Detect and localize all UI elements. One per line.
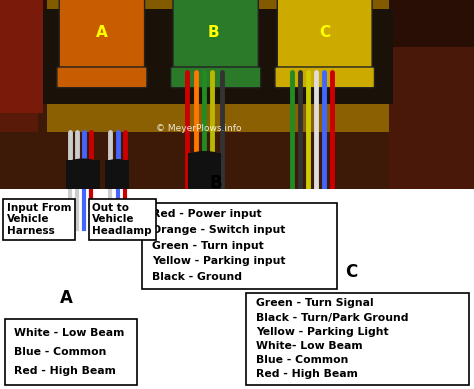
FancyBboxPatch shape bbox=[277, 0, 372, 74]
Text: Green - Turn Signal: Green - Turn Signal bbox=[256, 298, 374, 308]
Text: B: B bbox=[208, 25, 219, 40]
Text: Blue - Common: Blue - Common bbox=[256, 355, 348, 365]
Text: Input From
Vehicle
Harness: Input From Vehicle Harness bbox=[7, 203, 72, 236]
FancyBboxPatch shape bbox=[59, 0, 145, 74]
FancyBboxPatch shape bbox=[57, 67, 147, 88]
Bar bbox=[188, 153, 221, 189]
Text: Red - High Beam: Red - High Beam bbox=[256, 370, 358, 379]
Bar bbox=[0, 0, 38, 132]
Text: Yellow - Parking Light: Yellow - Parking Light bbox=[256, 327, 389, 337]
Text: Yellow - Parking input: Yellow - Parking input bbox=[152, 256, 285, 266]
Bar bbox=[142, 203, 337, 289]
Text: B: B bbox=[210, 173, 222, 192]
Text: C: C bbox=[345, 263, 357, 281]
Text: Black - Turn/Park Ground: Black - Turn/Park Ground bbox=[256, 313, 409, 322]
Ellipse shape bbox=[105, 159, 129, 169]
Bar bbox=[5, 319, 137, 385]
Text: White - Low Beam: White - Low Beam bbox=[14, 328, 125, 338]
FancyBboxPatch shape bbox=[275, 67, 374, 88]
Bar bbox=[389, 0, 474, 189]
Ellipse shape bbox=[188, 151, 221, 162]
FancyBboxPatch shape bbox=[171, 67, 261, 88]
Text: A: A bbox=[96, 25, 108, 40]
Text: Orange - Switch input: Orange - Switch input bbox=[152, 225, 285, 235]
FancyBboxPatch shape bbox=[173, 0, 258, 74]
Text: Out to
Vehicle
Headlamp: Out to Vehicle Headlamp bbox=[92, 203, 152, 236]
Text: Blue - Common: Blue - Common bbox=[14, 347, 107, 357]
Text: A: A bbox=[60, 289, 73, 307]
Text: © MeyerPlows.info: © MeyerPlows.info bbox=[156, 124, 242, 133]
Bar bbox=[0, 0, 474, 47]
Text: Green - Turn input: Green - Turn input bbox=[152, 241, 264, 251]
Bar bbox=[0, 0, 43, 113]
Bar bbox=[246, 293, 469, 385]
Bar bbox=[43, 9, 393, 104]
Bar bbox=[66, 160, 100, 189]
Text: Black - Ground: Black - Ground bbox=[152, 272, 242, 282]
Text: C: C bbox=[319, 25, 330, 40]
Bar bbox=[47, 0, 389, 132]
Text: Red - Power input: Red - Power input bbox=[152, 209, 261, 219]
Text: Red - High Beam: Red - High Beam bbox=[14, 366, 116, 376]
Text: White- Low Beam: White- Low Beam bbox=[256, 341, 363, 351]
Bar bbox=[105, 160, 129, 189]
Ellipse shape bbox=[66, 158, 100, 170]
